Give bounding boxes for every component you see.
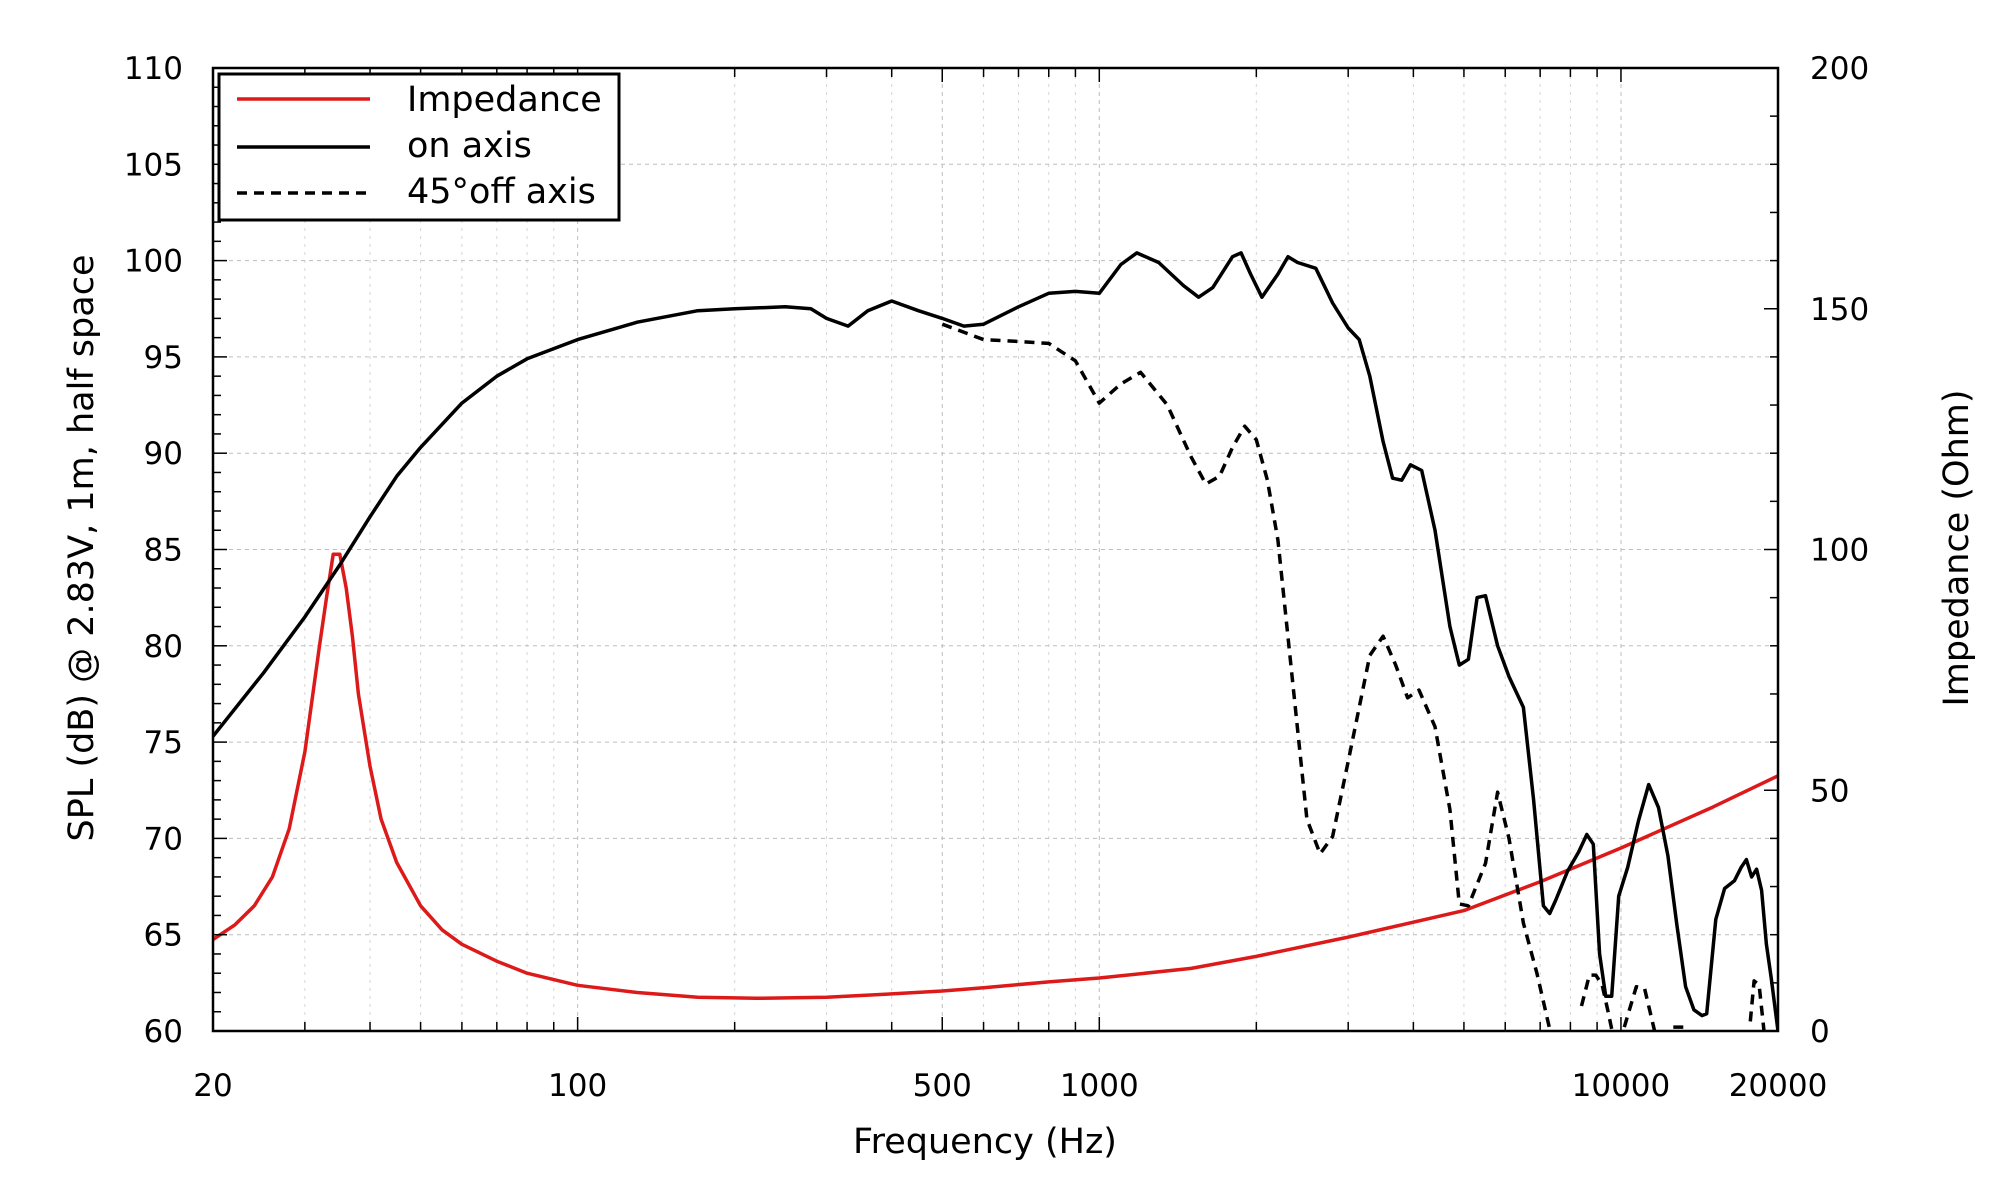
off-axis-line: [941, 322, 1766, 1031]
on-axis-line: [213, 251, 1778, 1031]
x-tick-label: 1000: [1060, 1068, 1139, 1104]
x-tick-label: 10000: [1572, 1068, 1671, 1104]
plot-area: [213, 251, 1778, 1031]
y-left-tick-label: 65: [144, 918, 183, 954]
y-left-tick-label: 110: [124, 51, 183, 87]
y-right-tick-label: 100: [1810, 533, 1869, 569]
y-right-tick-label: 0: [1810, 1014, 1830, 1050]
x-tick-label: 20: [193, 1068, 232, 1104]
legend-label-off-axis: 45°off axis: [407, 172, 596, 212]
y-axis-left-title: SPL (dB) @ 2.83V, 1m, half space: [62, 255, 102, 842]
y-left-tick-label: 105: [124, 147, 183, 183]
y-axis-right-title: Impedance (Ohm): [1937, 389, 1977, 706]
y-left-tick-label: 80: [144, 629, 183, 665]
x-tick-label: 100: [548, 1068, 607, 1104]
y-axis-right: 0 50 100 150 200: [1764, 51, 1869, 1050]
y-right-tick-label: 50: [1810, 773, 1849, 809]
legend-label-impedance: Impedance: [407, 80, 602, 120]
impedance-line: [213, 552, 1778, 1001]
y-left-tick-label: 75: [144, 725, 183, 761]
x-tick-label: 500: [913, 1068, 972, 1104]
x-axis-title: Frequency (Hz): [853, 1122, 1117, 1162]
y-left-tick-label: 60: [144, 1014, 183, 1050]
y-left-tick-label: 95: [144, 340, 183, 376]
legend-label-on-axis: on axis: [407, 126, 532, 166]
y-left-tick-label: 70: [144, 821, 183, 857]
y-left-tick-label: 85: [144, 533, 183, 569]
legend: Impedance on axis 45°off axis: [217, 72, 621, 222]
x-tick-label: 20000: [1729, 1068, 1828, 1104]
y-left-tick-label: 90: [144, 436, 183, 472]
y-right-tick-label: 200: [1810, 51, 1869, 87]
y-axis-left: 60 65 70 75 80 85 90 95 100 105 110: [124, 51, 227, 1050]
x-axis: 20 100 500 1000 10000 20000: [193, 68, 1827, 1104]
y-left-tick-label: 100: [124, 244, 183, 280]
y-right-tick-label: 150: [1810, 292, 1869, 328]
